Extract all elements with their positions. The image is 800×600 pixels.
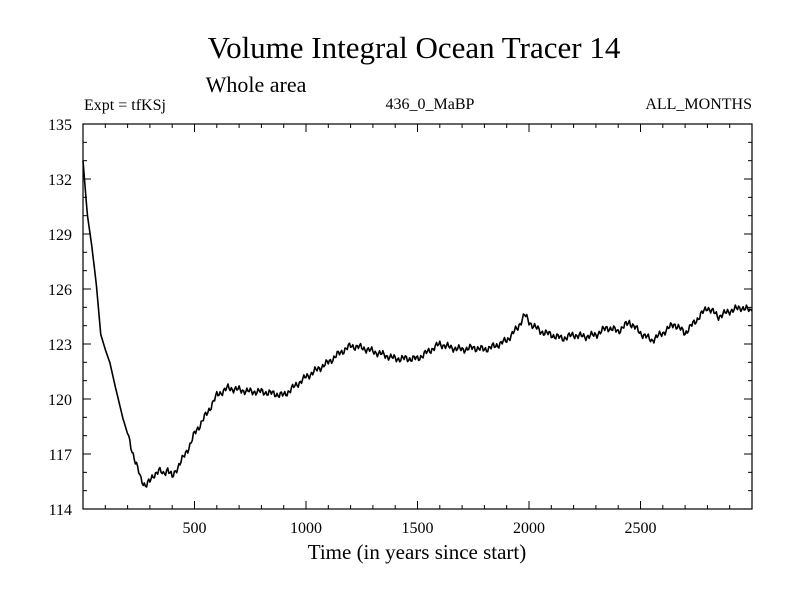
months-label: ALL_MONTHS xyxy=(645,96,752,113)
y-tick-label: 114 xyxy=(49,502,72,519)
experiment-label: Expt = tfKSj xyxy=(84,97,166,114)
y-axis-ticks xyxy=(83,123,752,510)
y-tick-label: 135 xyxy=(48,117,72,134)
chart-title: Volume Integral Ocean Tracer 14 xyxy=(208,30,621,65)
y-tick-label: 132 xyxy=(48,172,72,189)
y-tick-label: 123 xyxy=(48,337,72,354)
x-axis-ticks xyxy=(104,124,731,509)
x-tick-label: 2000 xyxy=(513,520,545,537)
x-tick-label: 2500 xyxy=(625,520,657,537)
y-axis-labels: 114 117 120 123 126 129 132 135 xyxy=(48,117,72,519)
chart-subtitle: Whole area xyxy=(206,72,307,97)
plot-frame xyxy=(82,123,753,510)
y-tick-label: 129 xyxy=(48,227,72,244)
period-label: 436_0_MaBP xyxy=(386,96,475,113)
x-axis-labels: 500 1000 1500 2000 2500 xyxy=(183,520,657,537)
x-tick-label: 500 xyxy=(183,520,207,537)
y-tick-label: 126 xyxy=(48,282,72,299)
y-tick-label: 117 xyxy=(49,447,72,464)
series-line-tracer-14 xyxy=(82,160,753,488)
x-tick-label: 1500 xyxy=(402,520,434,537)
x-axis-title: Time (in years since start) xyxy=(308,540,527,564)
x-tick-label: 1000 xyxy=(290,520,322,537)
y-tick-label: 120 xyxy=(48,392,72,409)
